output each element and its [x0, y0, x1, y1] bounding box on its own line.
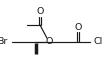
Text: O: O: [45, 38, 53, 47]
Text: Br: Br: [0, 38, 8, 47]
Text: O: O: [36, 8, 44, 16]
Text: Cl: Cl: [93, 38, 102, 47]
Text: O: O: [74, 22, 82, 32]
